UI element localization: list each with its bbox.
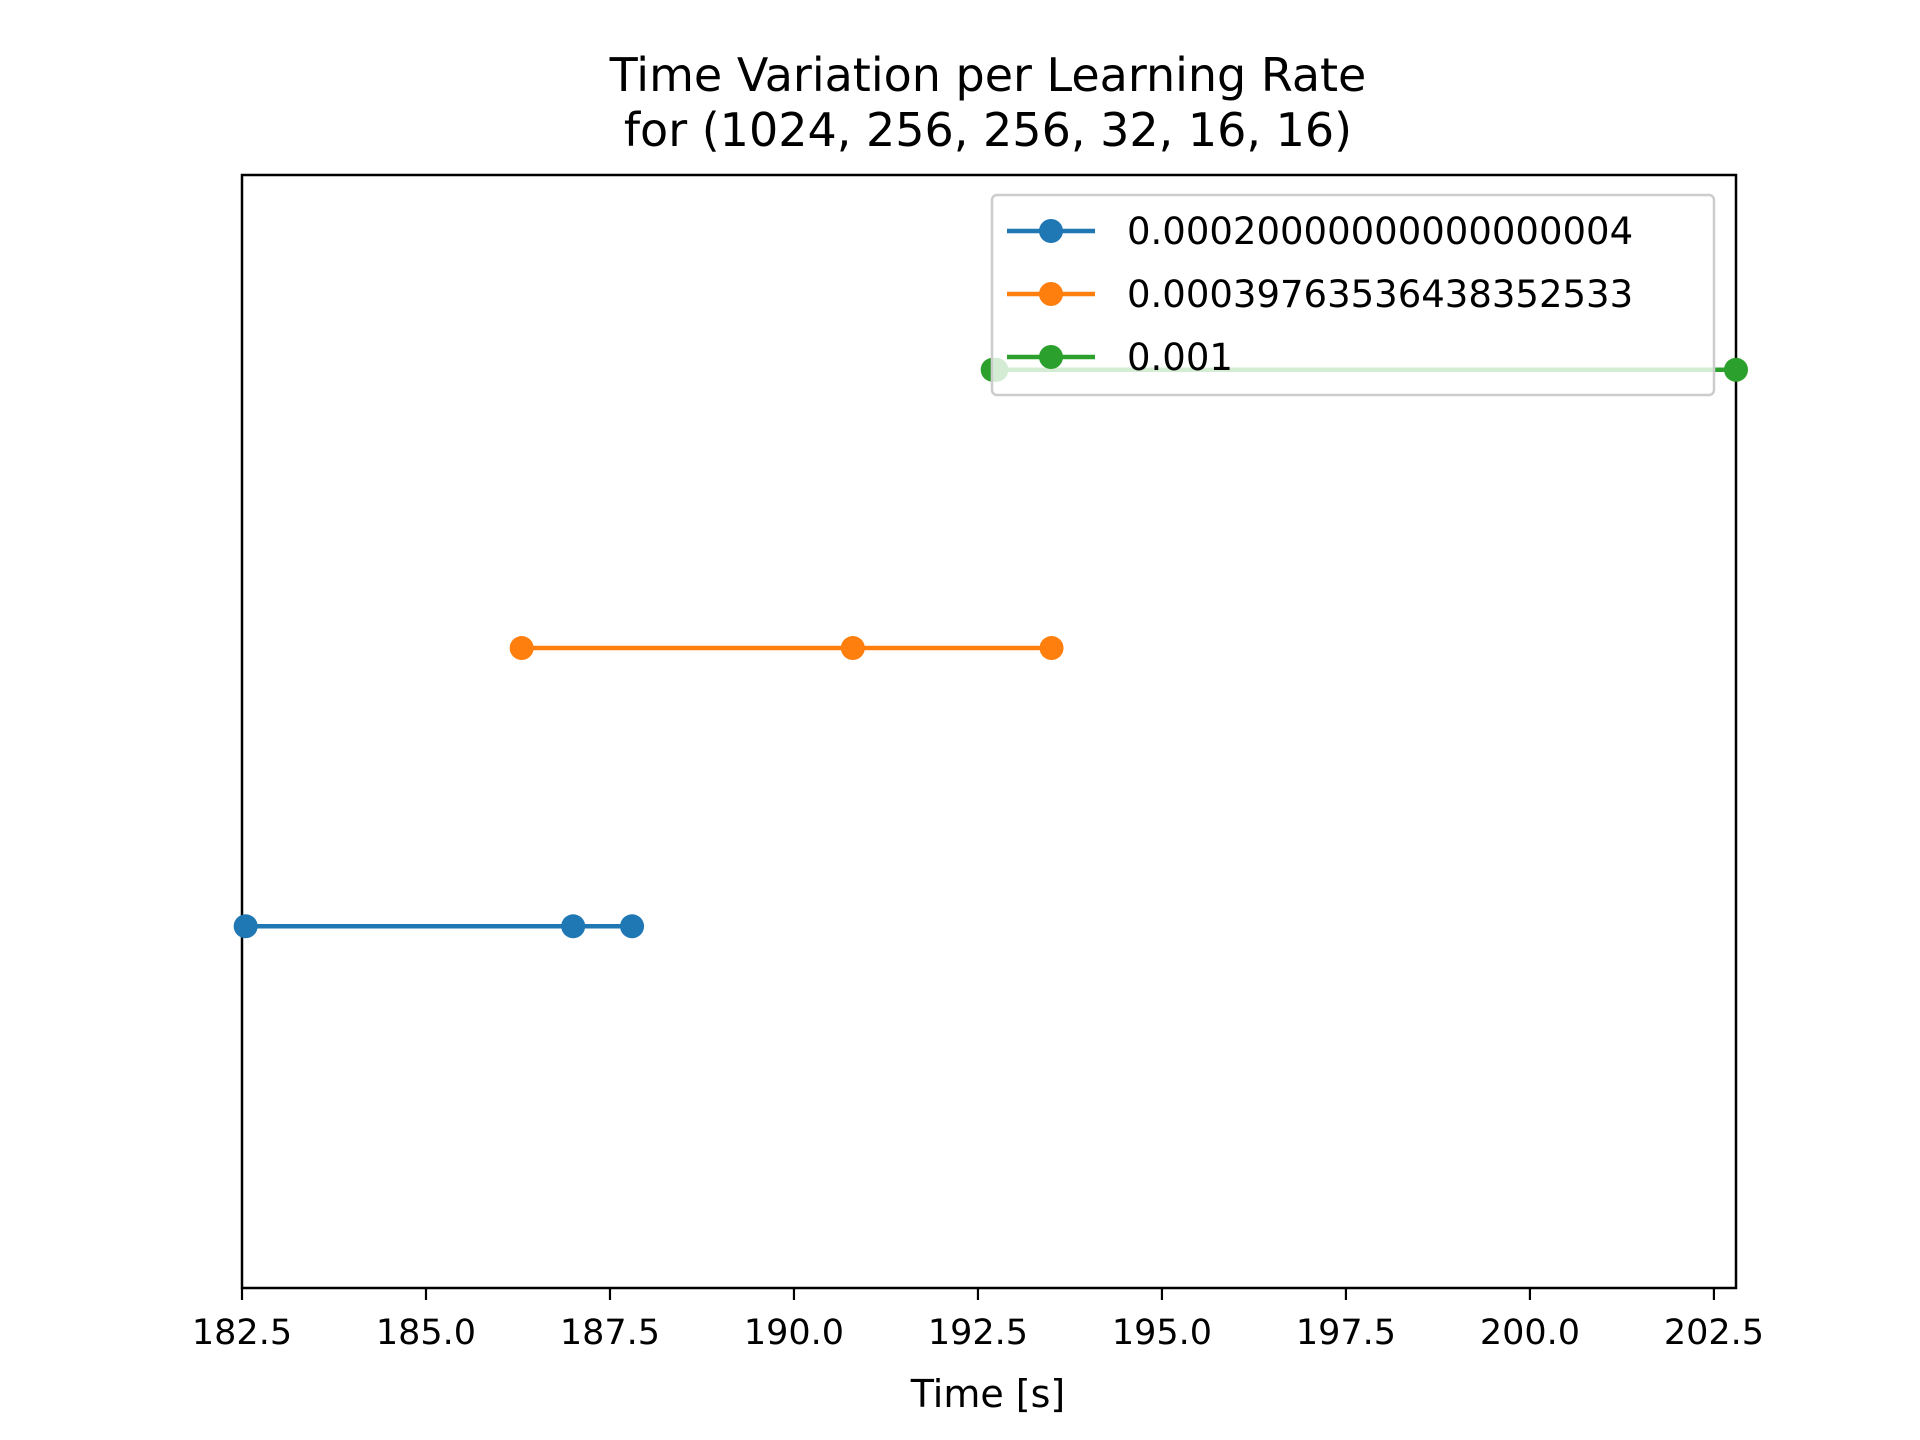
legend: 0.00020000000000000004 0.0003976353643835… (990, 193, 1716, 397)
legend-entry: 0.00039763536438352533 (1007, 273, 1633, 316)
data-point (1039, 636, 1064, 661)
legend-marker (1039, 282, 1063, 306)
data-point (840, 636, 865, 661)
x-tick-label: 190.0 (744, 1313, 844, 1353)
plot-area-frame (240, 173, 1738, 1290)
x-axis-ticks: 182.5 185.0 187.5 190.0 192.5 195.0 197.5 200.0… (192, 1288, 1764, 1353)
x-axis-label: Time [s] (910, 1372, 1066, 1416)
data-point (509, 636, 534, 661)
x-tick-label: 200.0 (1480, 1313, 1580, 1353)
x-tick-label: 182.5 (192, 1313, 292, 1353)
x-tick-label: 187.5 (560, 1313, 660, 1353)
data-point (233, 914, 258, 939)
chart-title-line1: Time Variation per Learning Rate (609, 48, 1367, 102)
legend-label: 0.00020000000000000004 (1127, 210, 1633, 253)
legend-frame (990, 193, 1716, 397)
legend-marker (1039, 219, 1063, 243)
legend-label: 0.001 (1127, 336, 1233, 379)
chart-title-line2: for (1024, 256, 256, 32, 16, 16) (624, 103, 1352, 157)
x-tick-label: 202.5 (1664, 1313, 1764, 1353)
x-tick-label: 185.0 (376, 1313, 476, 1353)
legend-entry: 0.00020000000000000004 (1007, 210, 1633, 253)
data-point (561, 914, 586, 939)
data-point (620, 914, 645, 939)
x-tick-label: 197.5 (1296, 1313, 1396, 1353)
legend-label: 0.00039763536438352533 (1127, 273, 1633, 316)
x-tick-label: 195.0 (1112, 1313, 1212, 1353)
data-point (1724, 357, 1748, 382)
legend-marker (1039, 345, 1063, 369)
series-layer (233, 357, 1748, 939)
series-1 (233, 914, 645, 939)
x-tick-label: 192.5 (928, 1313, 1028, 1353)
series-2 (509, 636, 1064, 661)
legend-entry: 0.001 (1007, 336, 1233, 379)
